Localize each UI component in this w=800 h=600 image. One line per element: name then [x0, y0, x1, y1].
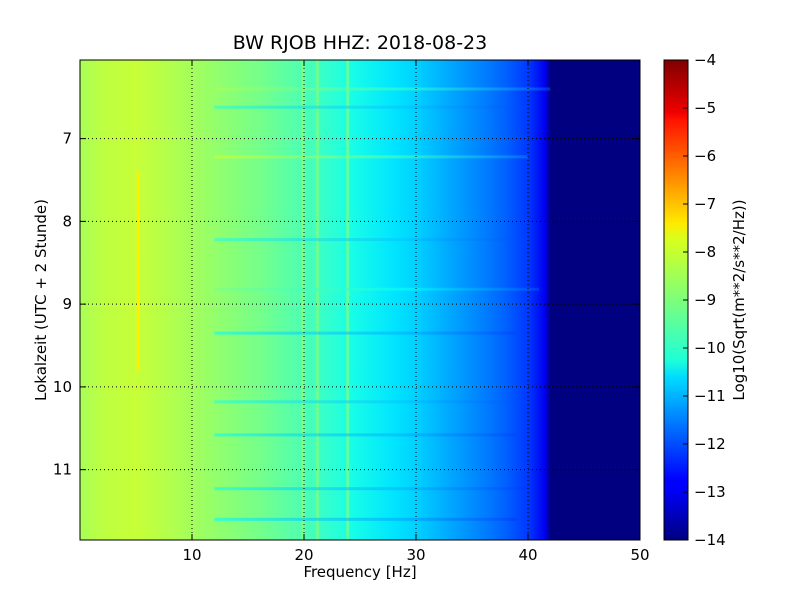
y-axis-label: Lokalzeit (UTC + 2 Stunde) [32, 199, 50, 401]
spectrum-background [80, 60, 640, 540]
colorbar-tick-label: −13 [694, 483, 726, 501]
y-tick-label: 10 [53, 378, 72, 396]
colorbar-tick-label: −10 [694, 339, 726, 357]
colorbar-tick-label: −7 [694, 195, 716, 213]
x-tick-label: 20 [294, 546, 313, 564]
plot-grid [80, 60, 640, 540]
spectrogram-heatmap [80, 60, 640, 540]
x-tick-label: 10 [182, 546, 201, 564]
colorbar-label: Log10(Sqrt(m**2/s**2/Hz)) [730, 199, 748, 400]
transient-band [214, 287, 540, 291]
transient-band [214, 433, 517, 437]
plot-frame [79, 59, 641, 541]
y-tick-label: 8 [62, 212, 72, 230]
x-tick-label: 40 [518, 546, 537, 564]
transient-band [214, 155, 528, 159]
colorbar-ticks: −4 −5 −6 −7 −8 −9 −10 −11 −12 −13 −14 [683, 51, 726, 549]
y-tick-label: 9 [62, 295, 72, 313]
transient-band [214, 331, 517, 335]
transient-band [214, 87, 551, 91]
transient-band [214, 487, 528, 491]
x-tick-label: 50 [630, 546, 649, 564]
colorbar-tick-label: −6 [694, 147, 716, 165]
colorbar-tick-label: −8 [694, 243, 716, 261]
colorbar-tick-label: −14 [694, 531, 726, 549]
x-axis-label: Frequency [Hz] [303, 563, 416, 581]
colorbar-tick-label: −12 [694, 435, 726, 453]
transient-band [214, 105, 528, 109]
x-axis-ticks: 10 20 30 40 50 [182, 60, 650, 564]
y-axis-ticks: 7 8 9 10 11 [53, 130, 640, 479]
y-tick-label: 11 [53, 461, 72, 479]
persistent-line [346, 60, 350, 540]
transient-band [214, 517, 517, 521]
chart-title: BW RJOB HHZ: 2018-08-23 [233, 32, 487, 54]
colorbar-tick-label: −5 [694, 99, 716, 117]
persistent-line [301, 60, 305, 540]
colorbar-tick-label: −4 [694, 51, 716, 69]
y-tick-label: 7 [62, 130, 72, 148]
colorbar-tick-label: −11 [694, 387, 726, 405]
colorbar-tick-label: −9 [694, 291, 716, 309]
transient-band [214, 238, 528, 242]
transient-band [214, 400, 528, 404]
persistent-line [136, 171, 140, 371]
x-tick-label: 30 [406, 546, 425, 564]
persistent-line [315, 60, 319, 540]
